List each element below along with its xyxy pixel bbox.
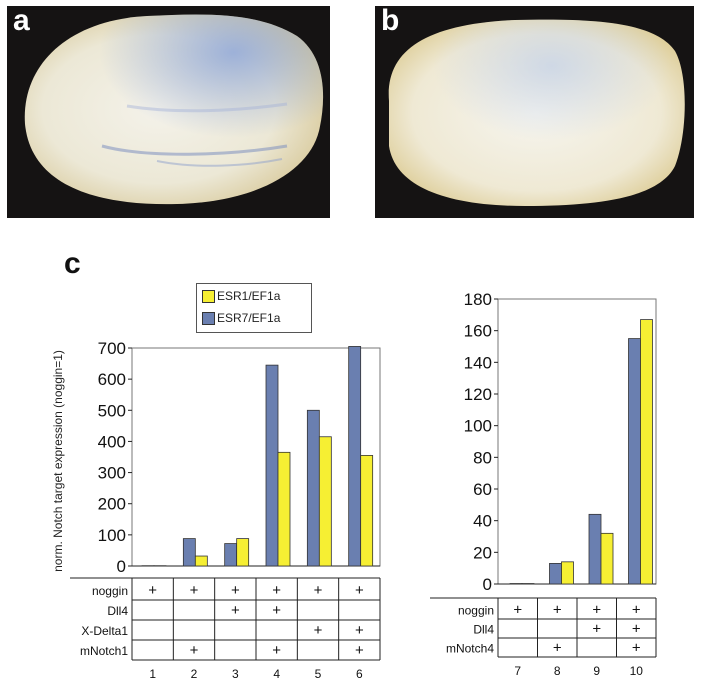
left-y-tick-label: 400 bbox=[98, 432, 126, 451]
panel-label-c: c bbox=[64, 247, 81, 280]
right-y-tick-label: 60 bbox=[473, 480, 492, 499]
legend-label-esr1: ESR1/EF1a bbox=[217, 289, 281, 303]
left-condition-mark: + bbox=[355, 582, 364, 599]
right-y-tick-label: 80 bbox=[473, 448, 492, 467]
left-condition-label: noggin bbox=[92, 584, 128, 598]
chart-legend: ESR1/EF1a ESR7/EF1a bbox=[196, 283, 312, 333]
right-y-tick-label: 160 bbox=[464, 322, 492, 341]
right-condition-mark: + bbox=[553, 640, 562, 657]
left-lane-number: 5 bbox=[315, 667, 322, 681]
right-lane-number: 8 bbox=[554, 664, 561, 678]
left-y-tick-label: 200 bbox=[98, 495, 126, 514]
left-condition-label: X-Delta1 bbox=[81, 624, 128, 638]
right-condition-mark: + bbox=[513, 602, 522, 619]
embryo-a-illustration bbox=[24, 14, 324, 205]
right-y-tick-label: 0 bbox=[483, 575, 492, 594]
right-condition-mark: + bbox=[632, 621, 641, 638]
left-y-tick-label: 0 bbox=[117, 557, 126, 576]
right-bar-esr1 bbox=[640, 319, 653, 585]
left-bar-esr1 bbox=[236, 538, 250, 567]
right-condition-mark: + bbox=[553, 602, 562, 619]
right-lane-number: 10 bbox=[630, 664, 644, 678]
right-condition-mark: + bbox=[632, 640, 641, 657]
left-condition-mark: + bbox=[231, 582, 240, 599]
right-condition-mark: + bbox=[632, 602, 641, 619]
left-y-tick-label: 500 bbox=[98, 401, 126, 420]
panel-label-a: a bbox=[13, 6, 30, 37]
right-y-tick-label: 100 bbox=[464, 417, 492, 436]
left-condition-mark: + bbox=[190, 582, 199, 599]
left-condition-mark: + bbox=[355, 622, 364, 639]
embryo-photo-b: b bbox=[375, 6, 694, 218]
right-condition-label: Dll4 bbox=[473, 623, 494, 637]
right-bar-esr1 bbox=[600, 532, 614, 585]
right-bar-esr7 bbox=[549, 563, 562, 585]
right-bar-esr7 bbox=[588, 513, 602, 585]
left-lane-number: 4 bbox=[273, 667, 280, 681]
right-lane-number: 9 bbox=[593, 664, 600, 678]
left-condition-mark: + bbox=[272, 642, 281, 659]
right-condition-label: mNotch4 bbox=[446, 642, 494, 656]
left-bar-esr1 bbox=[360, 455, 374, 567]
panel-label-b: b bbox=[381, 6, 400, 37]
left-condition-mark: + bbox=[272, 602, 281, 619]
left-condition-label: Dll4 bbox=[107, 604, 128, 618]
left-condition-mark: + bbox=[314, 582, 323, 599]
right-condition-mark: + bbox=[592, 621, 601, 638]
left-condition-mark: + bbox=[314, 622, 323, 639]
legend-swatch-esr7 bbox=[202, 311, 215, 325]
left-bar-esr7 bbox=[182, 538, 196, 567]
right-bar-esr1 bbox=[561, 561, 574, 585]
left-condition-mark: + bbox=[190, 642, 199, 659]
left-bar-esr1 bbox=[194, 555, 208, 567]
left-y-tick-label: 700 bbox=[98, 339, 126, 358]
left-y-tick-label: 100 bbox=[98, 526, 126, 545]
left-lane-number: 1 bbox=[149, 667, 156, 681]
left-bar-esr1 bbox=[318, 436, 332, 567]
legend-swatch-esr1 bbox=[202, 289, 215, 303]
legend-item-esr7: ESR7/EF1a bbox=[202, 311, 280, 325]
y-axis-label-text: norm. Notch target expression (noggin=1) bbox=[51, 350, 65, 572]
left-condition-mark: + bbox=[355, 642, 364, 659]
left-condition-label: mNotch1 bbox=[80, 644, 128, 658]
legend-label-esr7: ESR7/EF1a bbox=[217, 311, 281, 325]
left-condition-mark: + bbox=[148, 582, 157, 599]
left-condition-mark: + bbox=[231, 602, 240, 619]
legend-item-esr1: ESR1/EF1a bbox=[202, 289, 280, 303]
left-lane-number: 2 bbox=[191, 667, 198, 681]
left-condition-mark: + bbox=[272, 582, 281, 599]
embryo-photo-a: a bbox=[7, 6, 330, 218]
left-y-tick-label: 600 bbox=[98, 370, 126, 389]
right-y-tick-label: 20 bbox=[473, 543, 492, 562]
right-condition-label: noggin bbox=[458, 604, 494, 618]
right-lane-number: 7 bbox=[514, 664, 521, 678]
right-condition-mark: + bbox=[592, 602, 601, 619]
right-y-tick-label: 140 bbox=[464, 353, 492, 372]
left-lane-number: 6 bbox=[356, 667, 363, 681]
right-y-tick-label: 180 bbox=[464, 290, 492, 309]
right-bar-esr7 bbox=[628, 338, 641, 585]
embryo-b-illustration bbox=[388, 19, 685, 206]
right-y-tick-label: 40 bbox=[473, 512, 492, 531]
y-axis-label: norm. Notch target expression (noggin=1) bbox=[51, 350, 65, 572]
left-y-tick-label: 300 bbox=[98, 464, 126, 483]
left-bar-esr1 bbox=[277, 451, 291, 567]
left-lane-number: 3 bbox=[232, 667, 239, 681]
right-y-tick-label: 120 bbox=[464, 385, 492, 404]
